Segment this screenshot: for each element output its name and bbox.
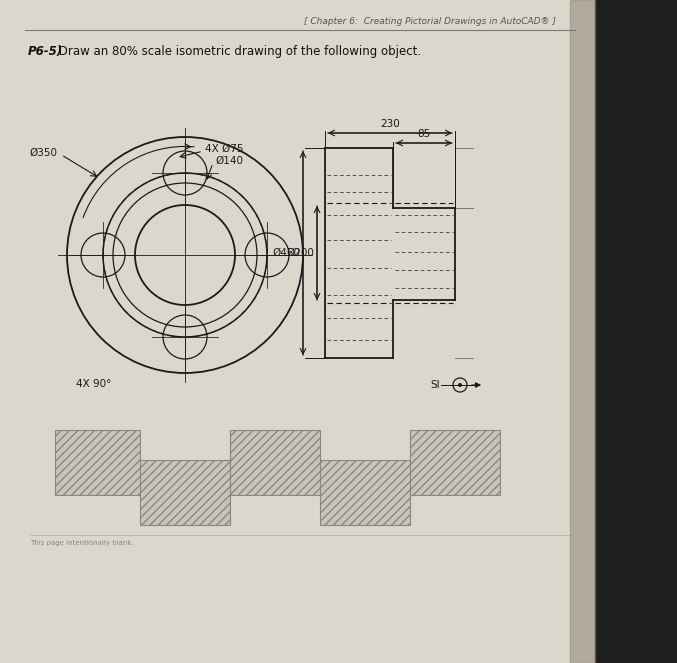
Bar xyxy=(410,430,500,495)
Bar xyxy=(595,0,677,663)
Bar xyxy=(570,0,595,663)
Circle shape xyxy=(458,383,462,387)
Bar xyxy=(230,430,320,495)
Text: This page intentionally blank.: This page intentionally blank. xyxy=(30,540,134,546)
Text: 230: 230 xyxy=(380,119,400,129)
Text: Ø200: Ø200 xyxy=(286,248,314,258)
Bar xyxy=(320,460,410,525)
Bar xyxy=(140,460,230,525)
Text: Ø350: Ø350 xyxy=(30,147,58,157)
Text: Ø140: Ø140 xyxy=(215,156,243,166)
Text: SI: SI xyxy=(431,380,440,390)
Text: 4X 90°: 4X 90° xyxy=(77,379,112,389)
Bar xyxy=(55,430,140,495)
Text: 4X Ø75: 4X Ø75 xyxy=(205,144,244,154)
Text: Draw an 80% scale isometric drawing of the following object.: Draw an 80% scale isometric drawing of t… xyxy=(55,46,421,58)
Text: 85: 85 xyxy=(418,129,431,139)
Text: [ Chapter 6:  Creating Pictorial Drawings in AutoCAD® ]: [ Chapter 6: Creating Pictorial Drawings… xyxy=(304,17,556,27)
Text: P6-5): P6-5) xyxy=(28,46,63,58)
Text: Ø450: Ø450 xyxy=(272,248,300,258)
